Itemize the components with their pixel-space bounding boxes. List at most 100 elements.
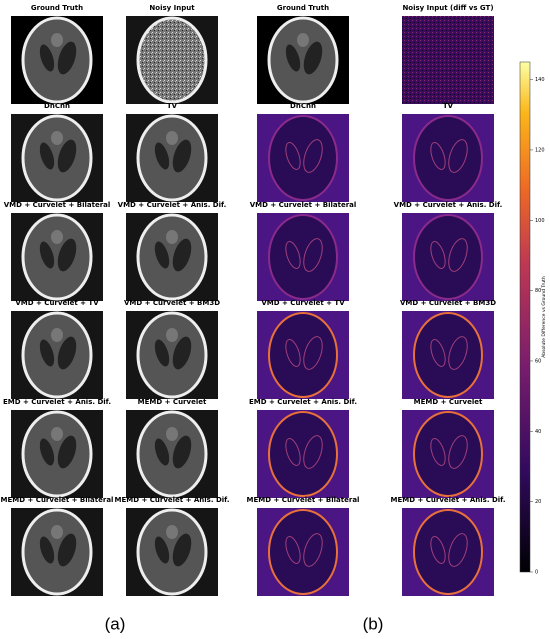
skull: [136, 508, 208, 596]
skull: [413, 214, 483, 300]
image: [257, 311, 349, 399]
skull: [136, 16, 208, 104]
lobe: [430, 142, 446, 170]
lobe: [448, 435, 468, 469]
skull: [268, 214, 338, 300]
skull: [413, 411, 483, 497]
lobe: [39, 142, 55, 170]
cell-title: VMD + Curvelet + TV: [261, 299, 345, 307]
lobe: [39, 438, 55, 466]
skull: [136, 114, 208, 202]
skull: [21, 213, 93, 301]
cell-title: MEMD + Curvelet: [138, 398, 207, 406]
colorbar: [519, 61, 531, 573]
lobe: [57, 238, 77, 272]
lobe: [303, 41, 323, 75]
panel-label: (b): [363, 614, 384, 633]
lobe: [303, 336, 323, 370]
cell-title: VMD + Curvelet + TV: [15, 299, 99, 307]
image: [126, 410, 218, 498]
cell-title: MEMD + Curvelet + Anis. Dif.: [391, 496, 506, 504]
spot: [166, 230, 178, 244]
skull: [136, 311, 208, 399]
cell-title: MEMD + Curvelet: [414, 398, 483, 406]
cell-title: EMD + Curvelet + Anis. Dif.: [249, 398, 357, 406]
cell-title: MEMD + Curvelet + Anis. Dif.: [115, 496, 230, 504]
image: [126, 213, 218, 301]
lobe: [57, 533, 77, 567]
image: [11, 114, 103, 202]
cell-title: Noisy Input (diff vs GT): [402, 4, 493, 12]
cell-title: VMD + Curvelet + BM3D: [400, 299, 496, 307]
lobe: [303, 533, 323, 567]
image: [11, 508, 103, 596]
lobe: [57, 41, 77, 75]
image: [11, 16, 103, 104]
spot: [51, 427, 63, 441]
lobe: [285, 438, 301, 466]
skull: [21, 410, 93, 498]
lobe: [448, 238, 468, 272]
cell-title: VMD + Curvelet + Bilateral: [250, 201, 357, 209]
image-bg: [402, 16, 494, 104]
lobe: [172, 533, 192, 567]
lobe: [448, 336, 468, 370]
lobe: [154, 438, 170, 466]
cell-title: DnCnn: [44, 102, 70, 110]
lobe: [154, 241, 170, 269]
skull: [268, 509, 338, 595]
image: [11, 213, 103, 301]
lobe: [285, 142, 301, 170]
spot: [51, 525, 63, 539]
lobe: [172, 336, 192, 370]
image: [126, 508, 218, 596]
spot: [166, 525, 178, 539]
lobe: [448, 139, 468, 173]
lobe: [154, 142, 170, 170]
lobe: [285, 339, 301, 367]
cell-title: VMD + Curvelet + Anis. Dif.: [394, 201, 503, 209]
spot: [51, 230, 63, 244]
lobe: [39, 241, 55, 269]
lobe: [57, 139, 77, 173]
lobe: [285, 241, 301, 269]
spot: [51, 131, 63, 145]
skull: [413, 509, 483, 595]
cell-title: VMD + Curvelet + Bilateral: [4, 201, 111, 209]
lobe: [39, 44, 55, 72]
spot: [51, 33, 63, 47]
image: [402, 114, 494, 202]
skull: [413, 312, 483, 398]
image: [257, 410, 349, 498]
image: [11, 311, 103, 399]
cell-title: MEMD + Curvelet + Bilateral: [1, 496, 114, 504]
lobe: [303, 435, 323, 469]
cell-title: Noisy Input: [149, 4, 195, 12]
cell-title: MEMD + Curvelet + Bilateral: [247, 496, 360, 504]
lobe: [154, 536, 170, 564]
colorbar-tick-label: 40: [535, 429, 541, 435]
lobe: [303, 238, 323, 272]
skull: [136, 213, 208, 301]
spot: [166, 328, 178, 342]
image: [402, 410, 494, 498]
colorbar-tick-label: 140: [535, 77, 545, 83]
cell-title: Ground Truth: [277, 4, 329, 12]
lobe: [430, 438, 446, 466]
spot: [297, 33, 309, 47]
image: [402, 311, 494, 399]
cell-title: DnCnn: [290, 102, 316, 110]
colorbar-tick-label: 100: [535, 218, 545, 224]
cell-title: Ground Truth: [31, 4, 83, 12]
lobe: [39, 536, 55, 564]
cell-title: VMD + Curvelet + BM3D: [124, 299, 220, 307]
image: [257, 114, 349, 202]
image: [257, 213, 349, 301]
lobe: [154, 339, 170, 367]
panel-label: (a): [105, 614, 126, 633]
skull: [21, 16, 93, 104]
lobe: [39, 339, 55, 367]
lobe: [57, 336, 77, 370]
lobe: [430, 241, 446, 269]
